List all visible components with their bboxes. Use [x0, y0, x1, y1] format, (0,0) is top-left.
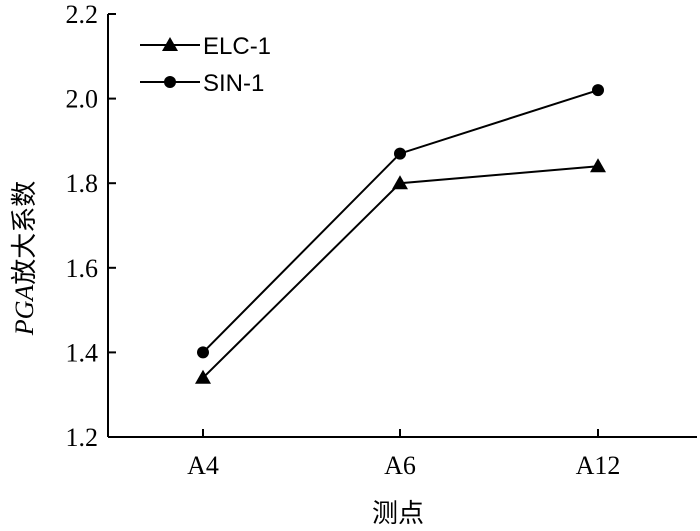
x-ticks: A4 A6 A12 [187, 429, 620, 480]
y-tick-label: 2.0 [66, 85, 99, 114]
x-tick-label: A4 [187, 451, 219, 480]
y-tick-label: 1.4 [66, 338, 99, 367]
data-point-sin-1 [592, 84, 604, 97]
data-point-elc-1 [590, 158, 606, 173]
y-axis-title-italic: PGA [10, 285, 39, 337]
legend-marker-sin [164, 76, 176, 88]
y-tick-label: 2.2 [66, 0, 99, 29]
y-tick-label: 1.6 [66, 254, 99, 283]
x-axis-title: 测点 [372, 499, 424, 528]
series-line-sin-1 [202, 89, 599, 354]
y-axis-title: PGA放大系数 [10, 181, 39, 337]
data-point-sin-1 [197, 346, 209, 359]
y-axis-title-rest: 放大系数 [10, 181, 39, 285]
x-tick-label: A12 [576, 451, 621, 480]
legend-label-elc: ELC-1 [203, 33, 271, 60]
series-line-elc-1 [202, 165, 599, 379]
y-tick-label: 1.8 [66, 169, 99, 198]
y-ticks: 1.2 1.4 1.6 1.8 2.0 2.2 [66, 0, 116, 452]
y-tick-label: 1.2 [66, 423, 99, 452]
data-point-elc-1 [392, 175, 408, 190]
legend: ELC-1 SIN-1 [140, 33, 271, 97]
legend-label-sin: SIN-1 [203, 70, 264, 97]
data-point-elc-1 [195, 369, 211, 384]
data-point-sin-1 [394, 147, 406, 160]
legend-marker-elc [162, 37, 178, 51]
x-tick-label: A6 [384, 451, 416, 480]
series-layer [195, 84, 606, 384]
